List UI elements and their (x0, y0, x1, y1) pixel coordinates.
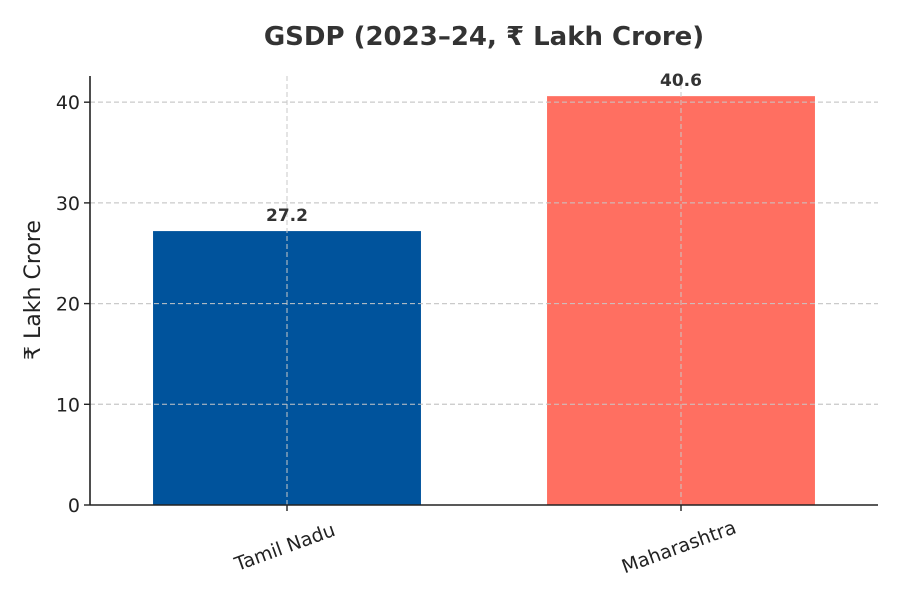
bar-value-label: 27.2 (266, 206, 308, 226)
y-axis-label: ₹ Lakh Crore (21, 220, 46, 360)
x-tick-label: Maharashtra (619, 516, 739, 578)
x-tick-label: Tamil Nadu (231, 519, 338, 576)
y-ticks: 0 10 20 30 40 (56, 92, 90, 517)
y-tick-label: 20 (56, 294, 80, 316)
x-ticks: Tamil Nadu Maharashtra (231, 505, 739, 578)
chart-title: GSDP (2023–24, ₹ Lakh Crore) (264, 22, 704, 52)
axes (89, 76, 878, 506)
bar-value-label: 40.6 (660, 71, 702, 91)
y-tick-label: 30 (56, 193, 80, 215)
bars (90, 76, 878, 506)
y-tick-label: 40 (56, 92, 80, 114)
y-tick-label: 0 (68, 495, 80, 517)
data-labels: 27.2 40.6 (266, 71, 702, 226)
y-tick-label: 10 (56, 394, 80, 416)
